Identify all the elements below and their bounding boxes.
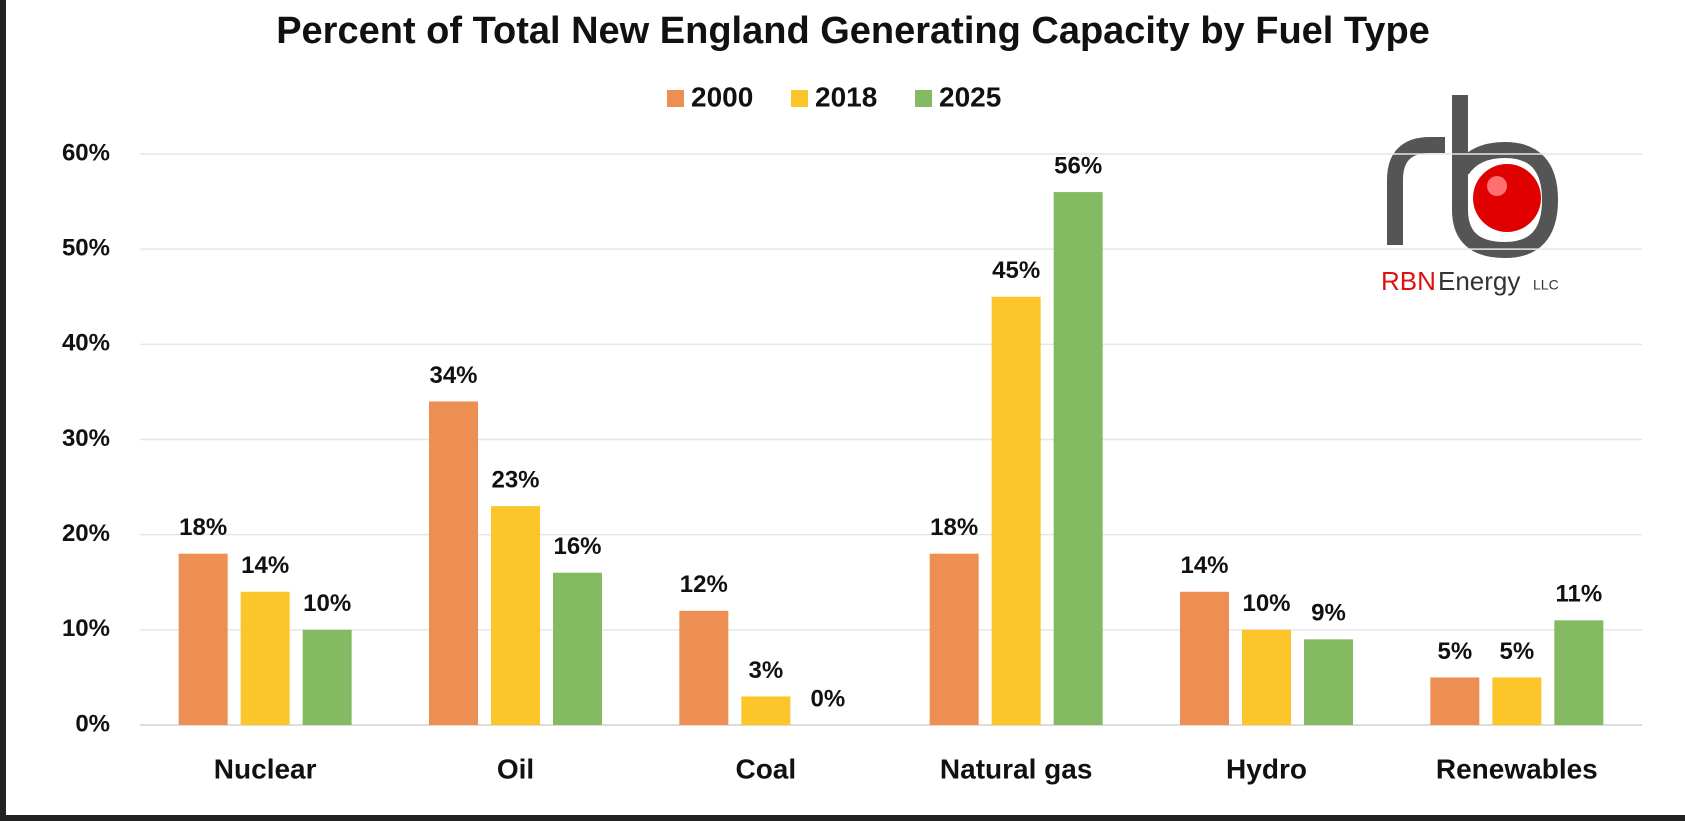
logo-text: Energy xyxy=(1438,266,1520,296)
data-label: 9% xyxy=(1311,600,1346,627)
legend-swatch xyxy=(915,90,932,107)
x-tick-label: Nuclear xyxy=(214,753,317,784)
bar xyxy=(1554,620,1604,725)
y-tick-label: 30% xyxy=(62,425,110,452)
data-label: 10% xyxy=(303,590,351,617)
logo-highlight xyxy=(1487,176,1507,196)
data-label: 11% xyxy=(1555,581,1602,608)
logo: RBN Energy LLC xyxy=(1381,95,1559,296)
legend-label: 2000 xyxy=(691,81,753,112)
logo-ball xyxy=(1473,164,1541,232)
y-tick-label: 60% xyxy=(62,139,110,166)
x-tick-label: Hydro xyxy=(1226,753,1307,784)
bar xyxy=(1304,639,1353,725)
legend-swatch xyxy=(791,90,808,107)
data-label: 34% xyxy=(429,362,477,389)
data-label: 56% xyxy=(1054,152,1102,179)
bar xyxy=(429,401,478,725)
bar xyxy=(553,572,602,725)
data-label: 12% xyxy=(680,571,728,598)
data-label: 45% xyxy=(992,257,1040,284)
x-tick-label: Oil xyxy=(497,753,534,784)
bar xyxy=(991,296,1041,725)
x-tick-label: Coal xyxy=(735,753,796,784)
chart-title: Percent of Total New England Generating … xyxy=(276,10,1430,52)
data-label: 23% xyxy=(491,466,539,493)
data-label: 14% xyxy=(1180,552,1228,579)
data-label: 14% xyxy=(241,552,289,579)
legend-label: 2025 xyxy=(939,81,1001,112)
data-label: 10% xyxy=(1242,590,1290,617)
bar xyxy=(178,553,228,725)
y-tick-label: 50% xyxy=(62,235,110,262)
bar xyxy=(1242,629,1291,725)
bar xyxy=(929,553,979,725)
data-label: 3% xyxy=(748,657,783,684)
data-label: 5% xyxy=(1437,638,1472,665)
bar xyxy=(1180,591,1229,725)
data-label: 16% xyxy=(553,533,601,560)
y-tick-label: 10% xyxy=(62,615,110,642)
bar xyxy=(240,591,290,725)
bar xyxy=(1053,192,1103,726)
legend-swatch xyxy=(667,90,684,107)
logo-text: RBN xyxy=(1381,266,1436,296)
bar xyxy=(302,629,352,725)
y-tick-label: 0% xyxy=(75,710,110,737)
bar xyxy=(679,610,729,725)
legend-label: 2018 xyxy=(815,81,877,112)
data-label: 0% xyxy=(810,685,845,712)
bar xyxy=(1430,677,1480,725)
x-tick-label: Renewables xyxy=(1436,753,1598,784)
logo-text: LLC xyxy=(1533,277,1559,293)
data-label: 18% xyxy=(930,514,978,541)
bar xyxy=(741,696,791,725)
data-label: 5% xyxy=(1499,638,1534,665)
data-label: 18% xyxy=(179,514,227,541)
x-tick-label: Natural gas xyxy=(940,753,1093,784)
y-tick-label: 20% xyxy=(62,520,110,547)
y-tick-label: 40% xyxy=(62,330,110,357)
bar xyxy=(1492,677,1542,725)
bar xyxy=(491,506,540,725)
